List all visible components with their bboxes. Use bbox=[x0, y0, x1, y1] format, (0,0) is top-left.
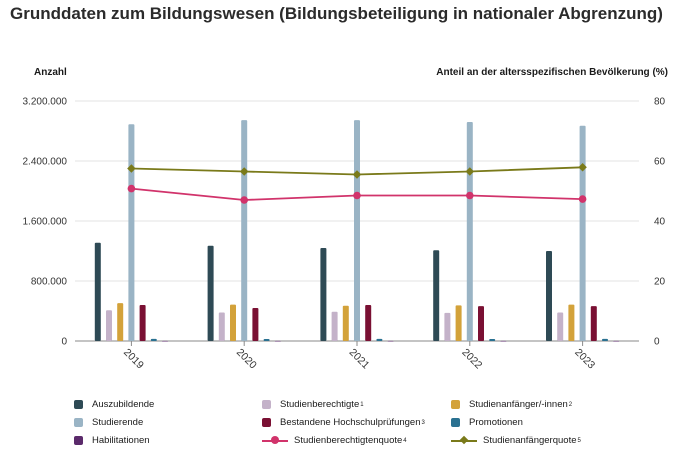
bar-studierende bbox=[128, 124, 135, 341]
line-point bbox=[239, 167, 249, 176]
line-point bbox=[127, 164, 136, 173]
y-tick-label-left: 2.400.000 bbox=[23, 157, 68, 168]
line-point bbox=[240, 196, 248, 204]
bar-studienanf-nger-innen bbox=[568, 304, 575, 341]
x-tick-label: 2019 bbox=[121, 346, 146, 371]
bar-studierende bbox=[354, 120, 360, 341]
bar-bestandene-hochschulpr-fungen bbox=[365, 305, 372, 341]
x-tick-label: 2021 bbox=[347, 346, 372, 371]
bar-auszubildende bbox=[546, 251, 552, 341]
bar-bestandene-hochschulpr-fungen bbox=[590, 306, 597, 341]
bar-studierende bbox=[466, 122, 473, 341]
bar-habilitationen bbox=[500, 340, 507, 342]
x-tick-label: 2020 bbox=[234, 346, 259, 371]
bar-promotionen bbox=[150, 338, 157, 341]
x-tick-label: 2023 bbox=[572, 346, 597, 371]
bar-auszubildende bbox=[433, 250, 440, 341]
y-tick-label-right: 40 bbox=[654, 217, 666, 228]
y-tick-label-left: 800.000 bbox=[31, 277, 68, 288]
line-point bbox=[578, 195, 587, 203]
bar-bestandene-hochschulpr-fungen bbox=[252, 308, 259, 341]
bar-studienanf-nger-innen bbox=[455, 305, 462, 341]
y-axis-right-title: Anteil an der altersspezifischen Bevölke… bbox=[436, 67, 668, 78]
x-tick-label: 2022 bbox=[459, 346, 484, 371]
bar-bestandene-hochschulpr-fungen bbox=[139, 305, 146, 341]
line-point bbox=[465, 167, 475, 176]
y-tick-label-right: 60 bbox=[654, 157, 666, 168]
bar-habilitationen bbox=[387, 340, 394, 342]
line-point bbox=[466, 191, 474, 200]
bar-studienberechtigte bbox=[331, 311, 338, 341]
line-point bbox=[127, 184, 136, 193]
bar-promotionen bbox=[376, 338, 383, 341]
bar-auszubildende bbox=[94, 242, 101, 341]
y-axis-left-title: Anzahl bbox=[34, 67, 67, 78]
bar-studienberechtigte bbox=[557, 312, 564, 341]
bar-habilitationen bbox=[613, 340, 620, 342]
y-tick-label-left: 1.600.000 bbox=[23, 217, 68, 228]
y-tick-label-left: 0 bbox=[61, 337, 67, 348]
bar-studierende bbox=[241, 120, 248, 341]
bar-habilitationen bbox=[162, 340, 168, 342]
bar-studienanf-nger-innen bbox=[342, 305, 349, 341]
line-point bbox=[352, 170, 362, 179]
line-point bbox=[353, 191, 361, 200]
bar-studienanf-nger-innen bbox=[117, 303, 124, 341]
bar-promotionen bbox=[489, 338, 496, 341]
bar-habilitationen bbox=[274, 340, 281, 342]
bar-promotionen bbox=[263, 338, 270, 341]
bar-studienberechtigte bbox=[218, 312, 225, 341]
bar-promotionen bbox=[602, 338, 608, 341]
y-tick-label-right: 20 bbox=[654, 277, 666, 288]
bar-auszubildende bbox=[320, 248, 327, 341]
bar-auszubildende bbox=[207, 245, 214, 341]
y-tick-label-right: 0 bbox=[654, 337, 660, 348]
chart-title: Grunddaten zum Bildungswesen (Bildungsbe… bbox=[10, 4, 663, 23]
bar-bestandene-hochschulpr-fungen bbox=[478, 306, 484, 341]
y-tick-label-left: 3.200.000 bbox=[23, 97, 68, 108]
bar-studienanf-nger-innen bbox=[230, 304, 236, 341]
bar-studierende bbox=[579, 125, 586, 341]
bar-studienberechtigte bbox=[106, 310, 112, 341]
y-tick-label-right: 80 bbox=[654, 97, 666, 108]
bar-studienberechtigte bbox=[444, 312, 451, 341]
